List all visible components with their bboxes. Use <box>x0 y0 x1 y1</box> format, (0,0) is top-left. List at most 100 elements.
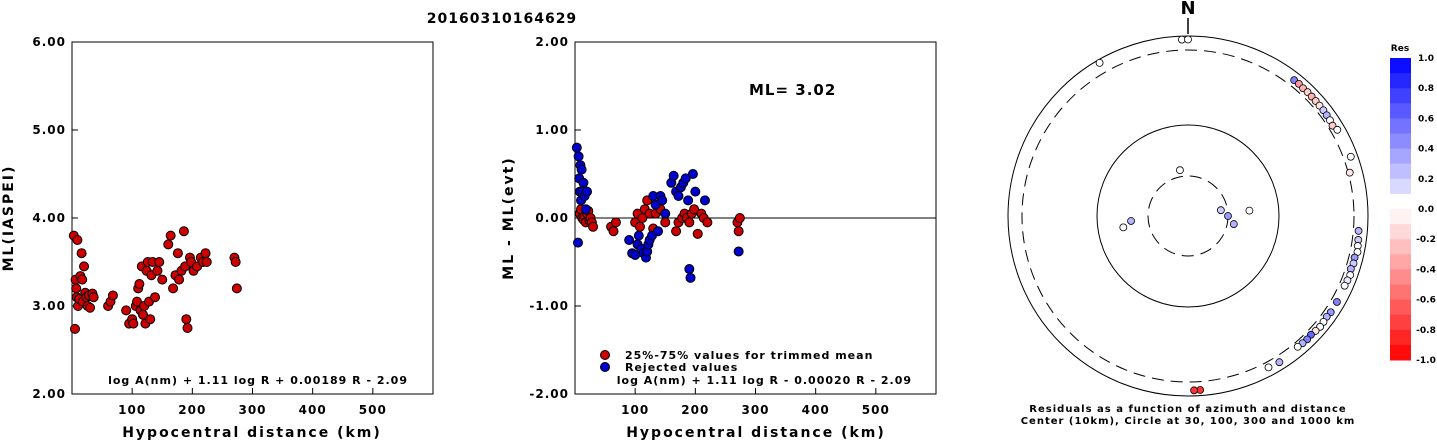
residual-point <box>1346 152 1355 161</box>
colorbar-tick-label: -0.2 <box>1416 235 1436 245</box>
colorbar-cell <box>1390 329 1411 346</box>
data-point-series-0 <box>172 248 183 259</box>
data-point-series-1 <box>687 169 698 179</box>
legend-marker-trimmed <box>600 350 610 360</box>
colorbar-cell <box>1390 163 1411 180</box>
data-point-series-0 <box>76 248 87 259</box>
data-point-series-0 <box>181 314 192 325</box>
colorbar-cell <box>1390 88 1411 104</box>
colorbar-tick-label: 0.8 <box>1418 84 1434 94</box>
data-point-series-1 <box>653 226 664 237</box>
data-point-series-0 <box>128 318 139 329</box>
legend-label-rejected: Rejected values <box>625 361 738 374</box>
colorbar-tick-label: -1.0 <box>1416 356 1436 366</box>
axis-ticks: 100 200 300 400 500 2.00 3.00 4.00 5.00 6.00 <box>32 35 385 417</box>
data-point-series-1 <box>578 177 589 188</box>
data-point-series-0 <box>610 217 621 228</box>
x-tick-label: 200 <box>681 403 709 417</box>
y-tick-label: 2.00 <box>535 35 569 49</box>
data-point-series-1 <box>690 186 701 197</box>
data-point-series-1 <box>668 170 679 181</box>
data-point-series-1 <box>733 246 744 257</box>
y-tick-label: -1.00 <box>529 299 569 313</box>
ml-annotation: ML= 3.02 <box>749 81 836 99</box>
data-point-series-0 <box>692 228 703 239</box>
legend-label-trimmed: 25%-75% values for trimmed mean <box>625 349 873 362</box>
y-axis-label: ML - ML(evt) <box>501 156 517 279</box>
data-point-series-0 <box>671 226 682 237</box>
data-point-series-0 <box>150 292 161 303</box>
data-point-series-1 <box>624 235 635 245</box>
data-point-series-0 <box>88 292 99 303</box>
y-tick-label: 4.00 <box>32 211 66 225</box>
data-point-series-1 <box>683 195 694 206</box>
y-tick-label: 5.00 <box>32 123 66 137</box>
residual-point <box>1340 281 1349 290</box>
colorbar-tick-label: 0.6 <box>1418 114 1434 124</box>
data-points <box>68 226 242 334</box>
colorbar-cell <box>1390 148 1411 165</box>
colorbar-tick-label: -0.4 <box>1416 265 1436 275</box>
colorbar-cell <box>1390 193 1411 210</box>
data-points <box>1095 35 1363 395</box>
data-point-series-1 <box>573 237 584 248</box>
colorbar-cell <box>1390 58 1411 74</box>
colorbar-title: Res <box>1391 44 1409 54</box>
data-point-series-0 <box>168 283 179 294</box>
residual-point <box>1229 220 1238 228</box>
data-point-series-1 <box>685 272 696 283</box>
colorbar-cell <box>1390 73 1411 89</box>
x-tick-label: 300 <box>238 403 266 417</box>
x-tick-label: 300 <box>741 403 769 417</box>
colorbar-cells <box>1390 58 1411 361</box>
data-point-series-0 <box>72 235 83 245</box>
x-axis-label: Hypocentral distance (km) <box>626 425 886 441</box>
legend-marker-rejected <box>600 362 610 372</box>
data-point-series-0 <box>165 230 176 241</box>
colorbar-cell <box>1390 103 1411 119</box>
residual-point <box>1095 58 1104 67</box>
colorbar-cell <box>1390 209 1411 225</box>
data-point-series-1 <box>684 264 695 275</box>
data-point-series-0 <box>71 283 82 294</box>
caption-line-2: Center (10km), Circle at 30, 100, 300 an… <box>1021 416 1356 427</box>
colorbar-cell <box>1390 344 1411 361</box>
y-tick-label: 0.00 <box>535 211 569 225</box>
colorbar-cell <box>1390 118 1411 134</box>
data-point-series-1 <box>673 191 684 201</box>
data-point-series-0 <box>77 274 88 285</box>
residual-point <box>1333 298 1341 306</box>
caption-line-1: Residuals as a function of azimuth and d… <box>1029 404 1346 415</box>
colorbar-cell <box>1390 284 1411 301</box>
y-tick-label: 2.00 <box>32 387 66 401</box>
x-tick-label: 400 <box>299 403 327 417</box>
residual-point <box>1264 363 1273 372</box>
colorbar-cell <box>1390 239 1411 255</box>
colorbar-cell <box>1390 314 1411 331</box>
data-point-series-0 <box>154 257 165 267</box>
x-tick-label: 100 <box>118 403 146 417</box>
data-point-series-0 <box>79 261 90 272</box>
colorbar-tick-label: -0.8 <box>1416 326 1436 336</box>
colorbar: Res 1.0 0.8 0.6 0.4 0.2 0.0 -0.2 -0.4 -0.6 -0.8 -1… <box>1390 44 1436 366</box>
data-point-series-0 <box>201 257 212 267</box>
data-point-series-0 <box>689 204 700 215</box>
formula-text: log A(nm) + 1.11 log R + 0.00189 R - 2.0… <box>108 374 408 387</box>
data-point-series-1 <box>576 164 587 175</box>
data-point-series-0 <box>200 248 211 259</box>
data-point-series-1 <box>660 208 671 219</box>
y-tick-label: -2.00 <box>529 387 569 401</box>
data-point-series-1 <box>580 204 591 215</box>
data-point-series-0 <box>588 221 599 232</box>
data-point-series-0 <box>134 279 145 289</box>
data-point-series-0 <box>634 221 645 232</box>
data-points <box>571 142 745 283</box>
legend: 25%-75% values for trimmed mean Rejected… <box>600 349 873 374</box>
data-point-series-0 <box>660 217 671 228</box>
x-tick-label: 400 <box>802 403 830 417</box>
data-point-series-1 <box>680 173 691 184</box>
colorbar-cell <box>1390 133 1411 150</box>
x-tick-label: 200 <box>178 403 206 417</box>
residual-point <box>1176 166 1184 175</box>
